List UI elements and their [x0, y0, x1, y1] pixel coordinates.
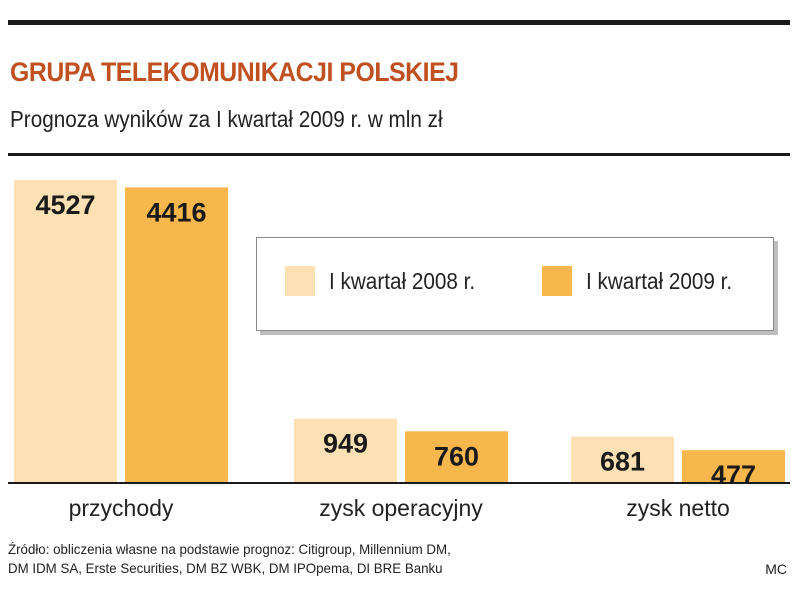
chart-subtitle: Prognoza wyników za I kwartał 2009 r. w … [10, 106, 443, 132]
bar-1-1 [405, 431, 508, 482]
bar-value-label-2-0: 681 [600, 447, 645, 477]
category-label-1: zysk operacyjny [319, 495, 483, 521]
author-credit: MC [765, 561, 787, 577]
bar-1-0 [294, 418, 397, 482]
legend-item-2009: I kwartał 2009 r. [542, 266, 748, 296]
bar-chart: 4527 4416 przychody 949 760 zysk operacyjny 68… [8, 180, 790, 521]
bar-value-label-1-0: 949 [323, 429, 368, 459]
legend-swatch-2009 [542, 266, 572, 296]
bar-0-1 [125, 187, 228, 482]
bar-0-0 [14, 180, 117, 482]
legend-swatch-2008 [285, 266, 315, 296]
category-label-0: przychody [69, 495, 174, 521]
source-line-2: DM IDM SA, Erste Securities, DM BZ WBK, … [8, 560, 443, 576]
bar-value-label-2-1: 477 [711, 460, 756, 490]
legend: I kwartał 2008 r. I kwartał 2009 r. [256, 237, 774, 331]
source-line-1: Źródło: obliczenia własne na podstawie p… [8, 541, 451, 557]
header-rule [8, 153, 790, 156]
bar-value-label-0-0: 4527 [35, 190, 95, 220]
legend-label-2009: I kwartał 2009 r. [586, 267, 733, 294]
legend-label-2008: I kwartał 2008 r. [329, 267, 476, 294]
source-note: Źródło: obliczenia własne na podstawie p… [8, 540, 540, 578]
bar-2-1 [682, 450, 785, 482]
chart-title: GRUPA TELEKOMUNIKACJI POLSKIEJ [10, 57, 459, 87]
legend-item-2008: I kwartał 2008 r. [285, 266, 491, 296]
bar-value-label-1-1: 760 [434, 441, 479, 471]
top-rule [8, 20, 790, 25]
category-label-2: zysk netto [626, 495, 730, 521]
bar-value-label-0-1: 4416 [146, 197, 206, 227]
bar-2-0 [571, 436, 674, 482]
